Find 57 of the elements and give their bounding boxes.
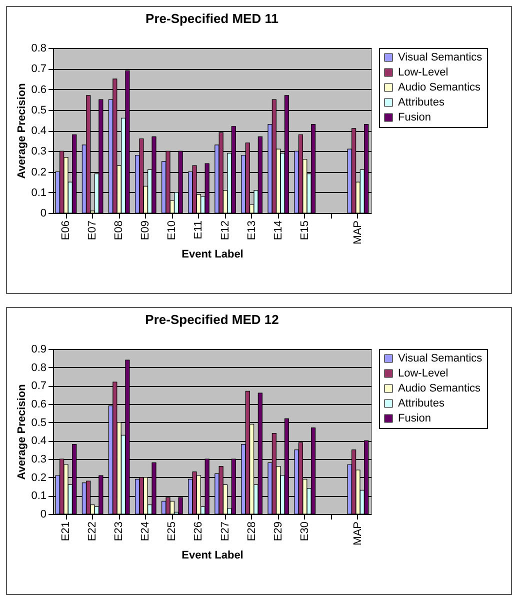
y-tick-label: 0.1: [31, 186, 46, 199]
y-tick-label: 0.2: [31, 472, 46, 484]
x-tick-label: E12: [219, 220, 232, 240]
legend-label: Low-Level: [398, 368, 448, 380]
x-tick-label: E11: [192, 220, 205, 240]
legend-label: Visual Semantics: [398, 352, 483, 364]
y-tick-label: 0.2: [31, 166, 46, 178]
x-tick-label: E27: [219, 522, 232, 542]
x-tick-label: E22: [86, 522, 99, 542]
x-tick-label: E06: [60, 220, 72, 240]
x-tick-label: E28: [246, 522, 258, 542]
x-tick-label: E21: [60, 522, 72, 542]
x-tick-label: E23: [113, 522, 126, 542]
y-tick-label: 0.8: [31, 42, 46, 54]
legend-label: Attributes: [398, 398, 445, 410]
legend-label: Fusion: [398, 112, 432, 124]
y-tick-label: 0.7: [31, 63, 46, 76]
y-tick-label: 0.9: [31, 344, 46, 356]
y-tick-label: 0.4: [31, 435, 46, 448]
x-tick-label: E29: [272, 522, 284, 542]
legend-label: Audio Semantics: [398, 82, 482, 94]
y-axis-title: Average Precision: [16, 384, 28, 480]
y-axis-title: Average Precision: [16, 82, 28, 179]
y-tick-label: 0.5: [31, 104, 46, 116]
x-tick-label: E24: [140, 522, 152, 542]
y-tick-label: 0.1: [31, 490, 46, 502]
y-tick-label: 0.4: [31, 125, 46, 137]
y-tick-label: 0: [40, 208, 46, 220]
legend-label: Low-Level: [398, 66, 448, 78]
x-axis-title: Event Label: [182, 248, 244, 260]
chart-title: Pre-Specified MED 12: [145, 312, 279, 327]
y-tick-label: 0.3: [31, 146, 46, 158]
x-tick-label: E15: [298, 220, 311, 240]
chart-title: Pre-Specified MED 11: [146, 11, 278, 26]
x-tick-label: E07: [86, 220, 99, 240]
x-tick-label: E08: [113, 220, 126, 240]
x-tick-label: MAP: [352, 220, 364, 244]
x-tick-label: E26: [192, 522, 205, 542]
y-tick-label: 0: [40, 508, 46, 520]
legend-label: Visual Semantics: [398, 52, 483, 64]
y-tick-label: 0.8: [31, 362, 46, 374]
legend-label: Fusion: [398, 412, 432, 424]
y-tick-label: 0.5: [31, 416, 46, 429]
y-tick-label: 0.6: [31, 398, 46, 410]
x-tick-label: E13: [246, 220, 258, 240]
y-tick-label: 0.7: [31, 380, 46, 392]
x-tick-label: E10: [166, 220, 178, 240]
x-axis-title: Event Label: [182, 549, 244, 562]
x-tick-label: E30: [298, 522, 311, 542]
y-tick-label: 0.3: [31, 454, 46, 466]
legend-label: Audio Semantics: [398, 382, 482, 394]
x-tick-label: E25: [166, 522, 178, 542]
x-tick-label: MAP: [352, 522, 364, 546]
legend-label: Attributes: [398, 96, 445, 108]
y-tick-label: 0.6: [31, 84, 46, 96]
x-tick-label: E14: [272, 220, 284, 240]
x-tick-label: E09: [140, 220, 152, 240]
